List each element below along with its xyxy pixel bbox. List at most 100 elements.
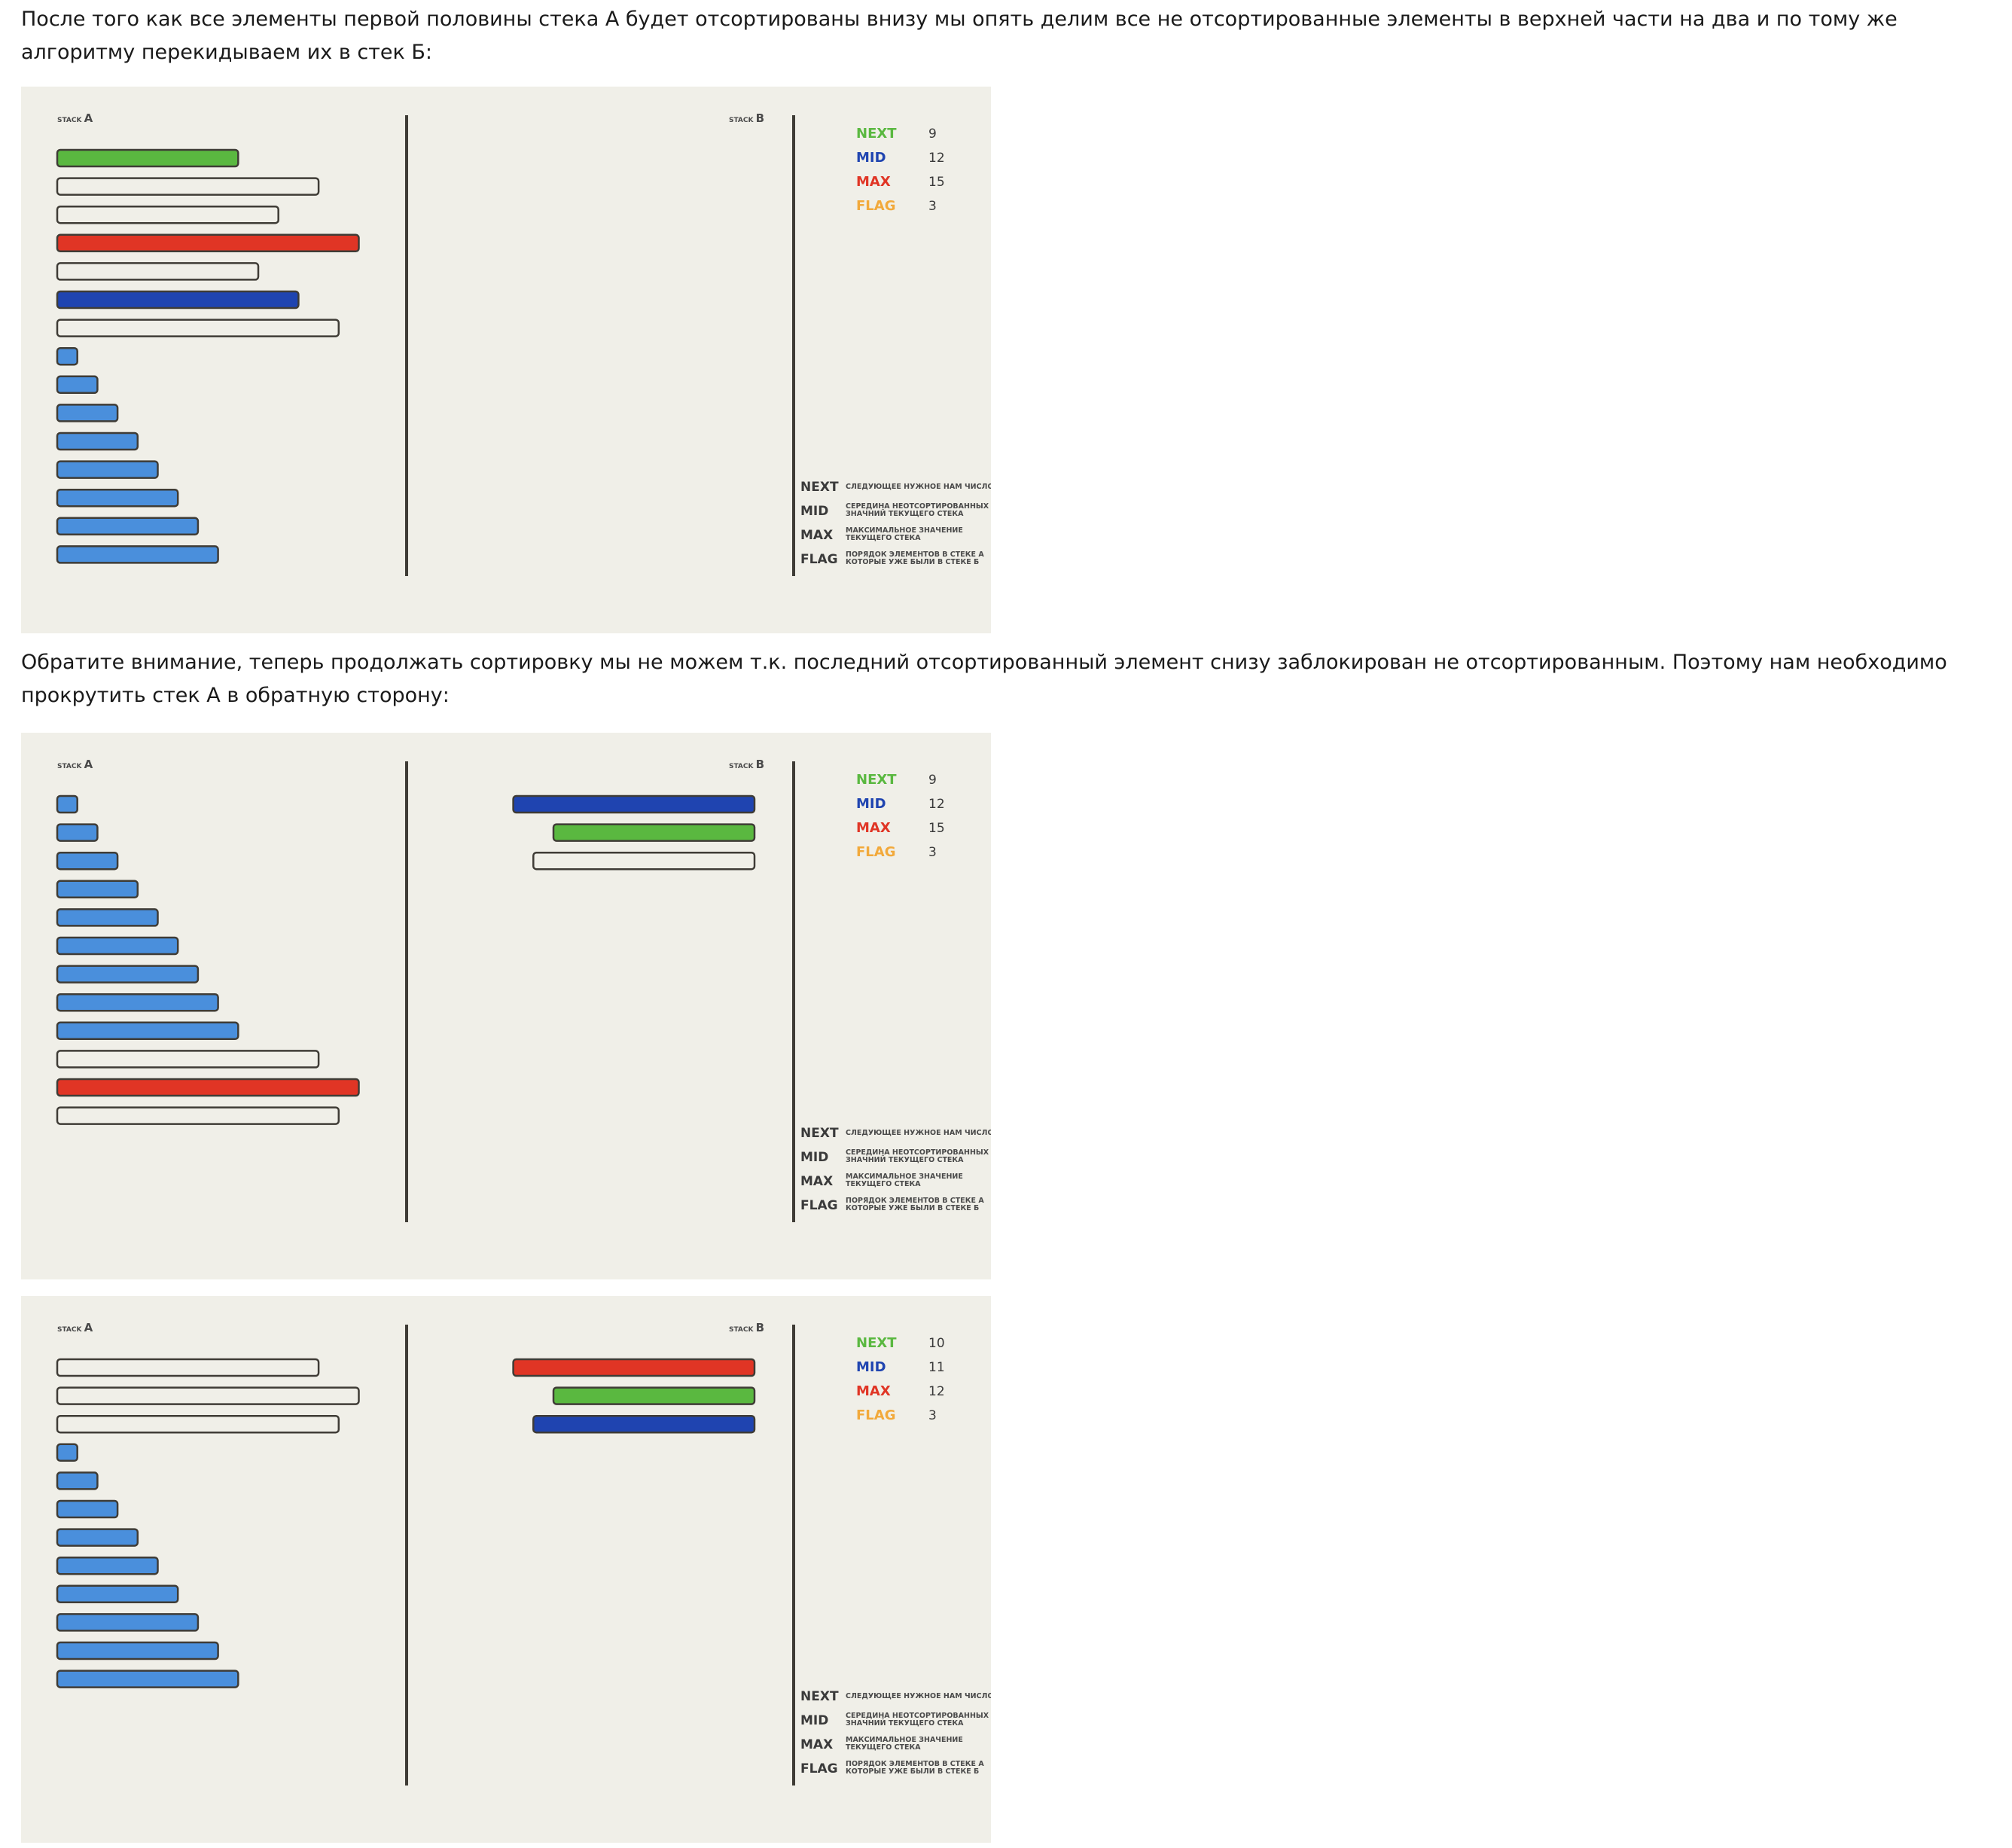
var-flag-value: 3 — [928, 1408, 937, 1423]
stack-b-label: STACK B — [729, 758, 764, 771]
stack-b-bar — [512, 794, 756, 814]
var-mid-value: 12 — [928, 151, 945, 166]
legend-description: ПОРЯДОК ЭЛЕМЕНТОВ В СТЕКЕ А — [846, 1760, 984, 1768]
paragraph-intro: После того как все элементы первой полов… — [21, 8, 1898, 64]
stack-b-bar — [532, 1414, 756, 1434]
stack-a-bar — [56, 823, 99, 842]
legend-key: FLAG — [800, 1761, 838, 1776]
legend-description: ТЕКУЩЕГО СТЕКА — [846, 534, 921, 542]
var-next-value: 9 — [928, 773, 937, 788]
var-max-value: 15 — [928, 821, 945, 836]
legend-key: MID — [800, 504, 828, 519]
legend-key: MID — [800, 1150, 828, 1165]
stack-a-bar — [56, 1106, 340, 1125]
stack-a-bar — [56, 1414, 340, 1434]
var-next-value: 9 — [928, 127, 937, 142]
stack-a-bar — [56, 1021, 239, 1041]
stack-a-bar — [56, 965, 200, 983]
var-flag-label: FLAG — [856, 198, 895, 214]
stack-a-bar — [56, 1386, 360, 1405]
stack-a-bar — [56, 432, 139, 451]
legend-description: СЕРЕДИНА НЕОТСОРТИРОВАННЫХ — [846, 502, 989, 511]
stack-b-bar — [552, 823, 756, 842]
legend-description: СЕРЕДИНА НЕОТСОРТИРОВАННЫХ — [846, 1712, 989, 1720]
stack-a-bar — [56, 1670, 239, 1688]
legend-key: MID — [800, 1713, 828, 1728]
var-mid-value: 12 — [928, 797, 945, 812]
var-flag-label: FLAG — [856, 844, 895, 860]
legend-key: NEXT — [800, 1126, 839, 1141]
stack-a-bar — [56, 1471, 99, 1490]
stack-a-label: STACK A — [57, 1321, 93, 1334]
stack-diagram-2: STACK A STACK B NEXT 9 MID 12 MAX 15 FLAG 3 NEXT СЛ… — [21, 733, 991, 1279]
legend-description: СЕРЕДИНА НЕОТСОРТИРОВАННЫХ — [846, 1148, 989, 1157]
stack-b-label: STACK B — [729, 111, 764, 125]
legend-key: FLAG — [800, 552, 838, 567]
stack-diagram-1: STACK A STACK B NEXT 9 MID 12 MAX 15 FLAG 3 NEXT СЛ… — [21, 87, 991, 633]
stack-a-bar — [56, 880, 139, 899]
var-max-label: MAX — [856, 820, 891, 836]
legend-description: КОТОРЫЕ УЖЕ БЫЛИ В СТЕКЕ Б — [846, 1767, 979, 1776]
var-next-value: 10 — [928, 1336, 945, 1351]
stack-a-bar — [56, 1443, 78, 1462]
legend-key: MAX — [800, 1737, 833, 1752]
legend-description: ТЕКУЩЕГО СТЕКА — [846, 1743, 921, 1752]
stack-a-label: STACK A — [57, 758, 93, 771]
stack-a-bar — [56, 319, 340, 337]
paragraph-note: Обратите внимание, теперь продолжать сор… — [21, 651, 1947, 707]
var-max-label: MAX — [856, 1383, 891, 1399]
var-mid-label: MID — [856, 796, 886, 812]
var-next-label: NEXT — [856, 772, 897, 788]
stack-a-bar — [56, 545, 219, 564]
stack-a-bar — [56, 346, 78, 366]
legend-description: ЗНАЧНИЙ ТЕКУЩЕГО СТЕКА — [846, 1718, 964, 1728]
stack-a-bar — [56, 1584, 179, 1604]
stack-a-bar — [56, 1613, 200, 1632]
legend-description: СЛЕДУЮЩЕЕ НУЖНОЕ НАМ ЧИСЛО — [846, 1129, 991, 1137]
legend-description: КОТОРЫЕ УЖЕ БЫЛИ В СТЕКЕ Б — [846, 1204, 979, 1212]
var-max-label: MAX — [856, 174, 891, 190]
legend-description: ЗНАЧНИЙ ТЕКУЩЕГО СТЕКА — [846, 509, 964, 518]
var-flag-label: FLAG — [856, 1407, 895, 1423]
var-mid-label: MID — [856, 1359, 886, 1375]
legend-key: NEXT — [800, 480, 839, 495]
var-mid-value: 11 — [928, 1360, 945, 1375]
stack-a-bar — [56, 851, 119, 871]
legend-description: ПОРЯДОК ЭЛЕМЕНТОВ В СТЕКЕ А — [846, 1197, 984, 1205]
legend-description: ПОРЯДОК ЭЛЕМЕНТОВ В СТЕКЕ А — [846, 550, 984, 559]
stack-a-bar — [56, 290, 300, 310]
stack-diagram-svg: STACK A STACK B NEXT 9 MID 12 MAX 15 FLAG 3 NEXT СЛ… — [56, 758, 991, 1222]
var-flag-value: 3 — [928, 845, 937, 860]
var-next-label: NEXT — [856, 1335, 897, 1351]
stack-diagram-3: STACK A STACK B NEXT 10 MID 11 MAX 12 FLAG 3 NEXT С… — [21, 1296, 991, 1843]
legend-description: МАКСИМАЛЬНОЕ ЗНАЧЕНИЕ — [846, 1173, 963, 1181]
stack-a-bar — [56, 1499, 119, 1519]
stack-a-bar — [56, 148, 239, 168]
stack-a-bar — [56, 262, 260, 281]
legend-description: СЛЕДУЮЩЕЕ НУЖНОЕ НАМ ЧИСЛО — [846, 1692, 991, 1700]
stack-a-bar — [56, 1641, 219, 1660]
stack-b-bar — [552, 1386, 756, 1405]
stack-b-bar — [532, 851, 756, 871]
legend-key: FLAG — [800, 1198, 838, 1213]
stack-a-bar — [56, 205, 279, 224]
stack-a-bar — [56, 233, 360, 253]
var-next-label: NEXT — [856, 126, 897, 142]
var-max-value: 15 — [928, 175, 945, 190]
legend-key: MAX — [800, 1174, 833, 1189]
legend-description: МАКСИМАЛЬНОЕ ЗНАЧЕНИЕ — [846, 526, 963, 535]
stack-diagram-svg: STACK A STACK B NEXT 9 MID 12 MAX 15 FLAG 3 NEXT СЛ… — [56, 111, 991, 576]
stack-a-bar — [56, 1528, 139, 1547]
stack-b-bar — [512, 1358, 756, 1377]
var-max-value: 12 — [928, 1384, 945, 1399]
legend-description: ТЕКУЩЕГО СТЕКА — [846, 1180, 921, 1188]
legend-key: MAX — [800, 528, 833, 543]
stack-a-bar — [56, 794, 78, 814]
stack-a-bar — [56, 375, 99, 395]
legend-description: ЗНАЧНИЙ ТЕКУЩЕГО СТЕКА — [846, 1155, 964, 1164]
stack-a-bar — [56, 404, 119, 422]
stack-a-bar — [56, 1556, 159, 1575]
var-flag-value: 3 — [928, 199, 937, 214]
stack-a-bar — [56, 1358, 320, 1377]
stack-a-bar — [56, 177, 320, 196]
